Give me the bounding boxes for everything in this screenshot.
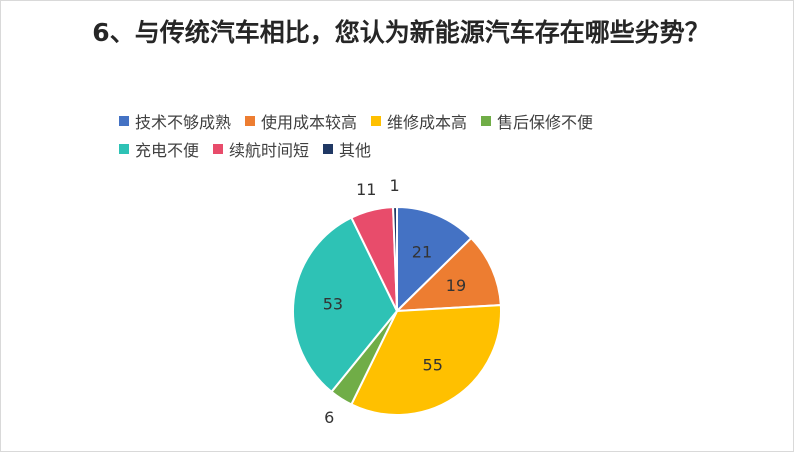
- legend-item-usage-cost: 使用成本较高: [245, 109, 357, 133]
- data-label-5: 53: [323, 295, 343, 314]
- legend-label: 维修成本高: [387, 113, 468, 132]
- legend-label: 使用成本较高: [261, 113, 358, 132]
- pie-slice-2: [394, 236, 502, 313]
- legend-swatch: [119, 116, 129, 126]
- legend-label: 技术不够成熟: [135, 113, 232, 132]
- legend-swatch: [323, 144, 334, 154]
- legend-label: 售后保修不便: [497, 113, 594, 132]
- legend-item-other: 其他: [323, 137, 371, 161]
- legend: 技术不够成熟 使用成本较高 维修成本高 售后保修不便 充电不便 续航时: [119, 107, 719, 163]
- legend-item-warranty: 售后保修不便: [481, 109, 593, 133]
- data-label-2: 19: [446, 276, 466, 295]
- legend-swatch: [371, 116, 382, 126]
- legend-item-charging: 充电不便: [119, 137, 199, 161]
- legend-swatch: [213, 144, 224, 154]
- legend-item-range: 续航时间短: [213, 137, 309, 161]
- legend-row-2: 充电不便 续航时间短 其他: [119, 135, 719, 163]
- legend-label: 其他: [339, 141, 372, 160]
- legend-item-tech: 技术不够成熟: [119, 109, 231, 133]
- data-label-3: 55: [423, 356, 443, 375]
- pie-slice-1: [396, 205, 473, 314]
- pie-slice-7: [392, 205, 398, 312]
- legend-label: 续航时间短: [229, 141, 310, 160]
- chart-title: 6、与传统汽车相比，您认为新能源汽车存在哪些劣势？: [92, 18, 710, 47]
- legend-row-1: 技术不够成熟 使用成本较高 维修成本高 售后保修不便: [119, 107, 719, 135]
- pie-slice-5: [292, 216, 399, 394]
- data-label-6: 11: [356, 180, 376, 199]
- legend-label: 充电不便: [135, 141, 200, 160]
- data-label-1: 21: [412, 243, 432, 262]
- data-label-4: 6: [324, 408, 334, 427]
- legend-swatch: [245, 116, 256, 126]
- data-label-7: 1: [390, 176, 400, 195]
- pie-slice-3: [350, 304, 502, 416]
- legend-swatch: [481, 116, 492, 126]
- legend-swatch: [119, 144, 129, 154]
- legend-item-repair-cost: 维修成本高: [371, 109, 467, 133]
